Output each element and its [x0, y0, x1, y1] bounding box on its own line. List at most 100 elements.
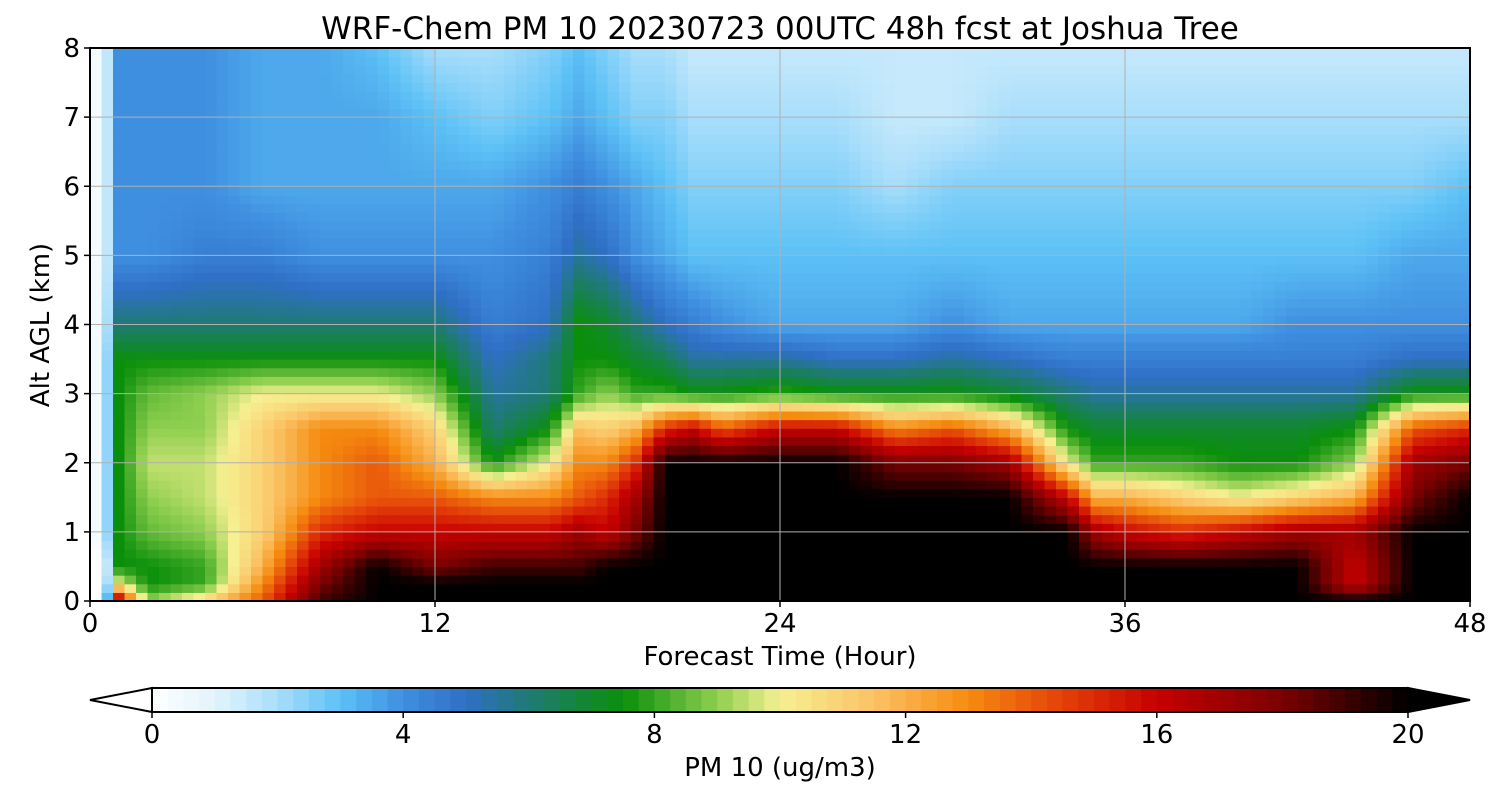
- heatmap-cell: [573, 359, 586, 369]
- heatmap-cell: [561, 445, 574, 455]
- heatmap-cell: [193, 445, 206, 455]
- heatmap-cell: [366, 350, 379, 360]
- heatmap-cell: [1366, 264, 1379, 274]
- heatmap-cell: [1010, 350, 1023, 360]
- heatmap-cell: [527, 246, 540, 256]
- heatmap-cell: [1251, 592, 1264, 602]
- heatmap-cell: [1401, 505, 1414, 516]
- heatmap-cell: [1090, 341, 1103, 352]
- heatmap-cell: [688, 359, 701, 369]
- heatmap-cell: [952, 341, 965, 352]
- heatmap-cell: [1056, 341, 1069, 352]
- heatmap-cell: [1343, 324, 1356, 334]
- heatmap-cell: [239, 376, 252, 386]
- heatmap-cell: [998, 592, 1011, 602]
- heatmap-cell: [1297, 367, 1310, 377]
- heatmap-cell: [159, 333, 172, 343]
- heatmap-cell: [872, 575, 885, 585]
- heatmap-cell: [1079, 428, 1092, 438]
- heatmap-cell: [366, 307, 379, 317]
- heatmap-cell: [619, 531, 632, 542]
- heatmap-cell: [941, 367, 954, 377]
- heatmap-cell: [780, 523, 793, 533]
- heatmap-cell: [941, 298, 954, 308]
- heatmap-cell: [1355, 445, 1368, 455]
- heatmap-cell: [1010, 393, 1023, 403]
- heatmap-cell: [941, 505, 954, 516]
- heatmap-cell: [918, 289, 931, 300]
- heatmap-cell: [1424, 436, 1437, 447]
- heatmap-cell: [1113, 514, 1126, 524]
- heatmap-cell: [768, 315, 781, 326]
- heatmap-cell: [251, 315, 264, 326]
- heatmap-cell: [170, 376, 183, 386]
- heatmap-cell: [1010, 488, 1023, 498]
- heatmap-cell: [228, 359, 241, 369]
- heatmap-cell: [745, 531, 758, 542]
- heatmap-cell: [573, 531, 586, 542]
- heatmap-cell: [400, 272, 413, 282]
- heatmap-cell: [975, 376, 988, 386]
- heatmap-cell: [262, 359, 275, 369]
- heatmap-cell: [745, 575, 758, 585]
- heatmap-cell: [837, 428, 850, 438]
- heatmap-cell: [400, 497, 413, 507]
- heatmap-cell: [1044, 480, 1057, 490]
- heatmap-cell: [837, 359, 850, 369]
- heatmap-cell: [1171, 575, 1184, 585]
- heatmap-cell: [101, 462, 114, 472]
- heatmap-cell: [366, 497, 379, 507]
- heatmap-cell: [1159, 289, 1172, 300]
- heatmap-cell: [573, 454, 586, 464]
- heatmap-cell: [584, 307, 597, 317]
- heatmap-cell: [354, 445, 367, 455]
- heatmap-cell: [193, 341, 206, 352]
- heatmap-cell: [642, 246, 655, 256]
- heatmap-cell: [872, 384, 885, 395]
- heatmap-cell: [1424, 255, 1437, 265]
- heatmap-cell: [170, 281, 183, 291]
- heatmap-cell: [1182, 488, 1195, 498]
- heatmap-cell: [561, 246, 574, 256]
- heatmap-cell: [826, 272, 839, 282]
- heatmap-cell: [469, 566, 482, 576]
- heatmap-cell: [1378, 523, 1391, 533]
- heatmap-cell: [860, 575, 873, 585]
- heatmap-cell: [251, 549, 264, 559]
- heatmap-cell: [630, 272, 643, 282]
- heatmap-cell: [412, 315, 425, 326]
- heatmap-cell: [1171, 471, 1184, 481]
- heatmap-cell: [1309, 575, 1322, 585]
- heatmap-cell: [814, 238, 827, 248]
- heatmap-cell: [722, 523, 735, 533]
- heatmap-cell: [1332, 402, 1345, 412]
- heatmap-cell: [1378, 497, 1391, 507]
- heatmap-cell: [1355, 566, 1368, 576]
- heatmap-cell: [1378, 367, 1391, 377]
- heatmap-cell: [377, 289, 390, 300]
- heatmap-cell: [1240, 410, 1253, 421]
- heatmap-cell: [895, 557, 908, 568]
- heatmap-cell: [1297, 298, 1310, 308]
- heatmap-cell: [688, 402, 701, 412]
- heatmap-cell: [711, 557, 724, 568]
- heatmap-cell: [630, 350, 643, 360]
- heatmap-cell: [274, 384, 287, 395]
- heatmap-cell: [803, 514, 816, 524]
- heatmap-cell: [216, 462, 229, 472]
- heatmap-cell: [262, 324, 275, 334]
- heatmap-cell: [699, 549, 712, 559]
- heatmap-cell: [262, 384, 275, 395]
- heatmap-cell: [515, 393, 528, 403]
- heatmap-cell: [331, 367, 344, 377]
- heatmap-cell: [182, 333, 195, 343]
- heatmap-cell: [998, 505, 1011, 516]
- heatmap-cell: [343, 497, 356, 507]
- heatmap-cell: [780, 549, 793, 559]
- heatmap-cell: [1148, 281, 1161, 291]
- heatmap-cell: [699, 531, 712, 542]
- heatmap-cell: [998, 419, 1011, 429]
- heatmap-cell: [124, 255, 137, 265]
- heatmap-cell: [699, 488, 712, 498]
- heatmap-cell: [722, 531, 735, 542]
